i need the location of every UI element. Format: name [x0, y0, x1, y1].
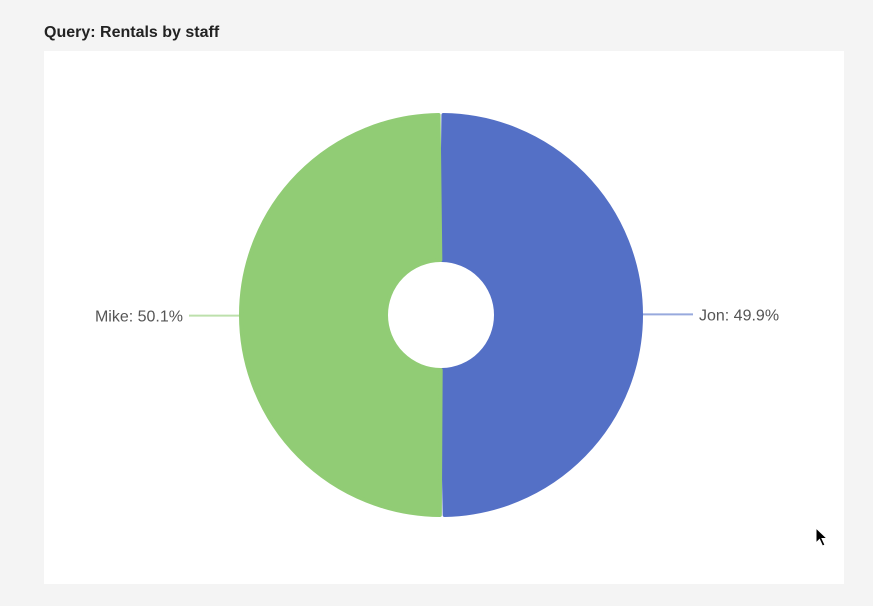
panel-title: Query: Rentals by staff: [44, 24, 220, 41]
slice-label-jon: Jon: 49.9%: [699, 307, 779, 324]
donut-chart: Jon: 49.9% Mike: 50.1%: [95, 113, 779, 517]
mouse-cursor-icon: [815, 527, 829, 547]
pie-slice-mike[interactable]: [238, 113, 443, 517]
chart-card: Jon: 49.9% Mike: 50.1%: [44, 51, 844, 584]
slice-label-mike: Mike: 50.1%: [95, 309, 183, 326]
pie-slice-jon[interactable]: [439, 113, 643, 517]
